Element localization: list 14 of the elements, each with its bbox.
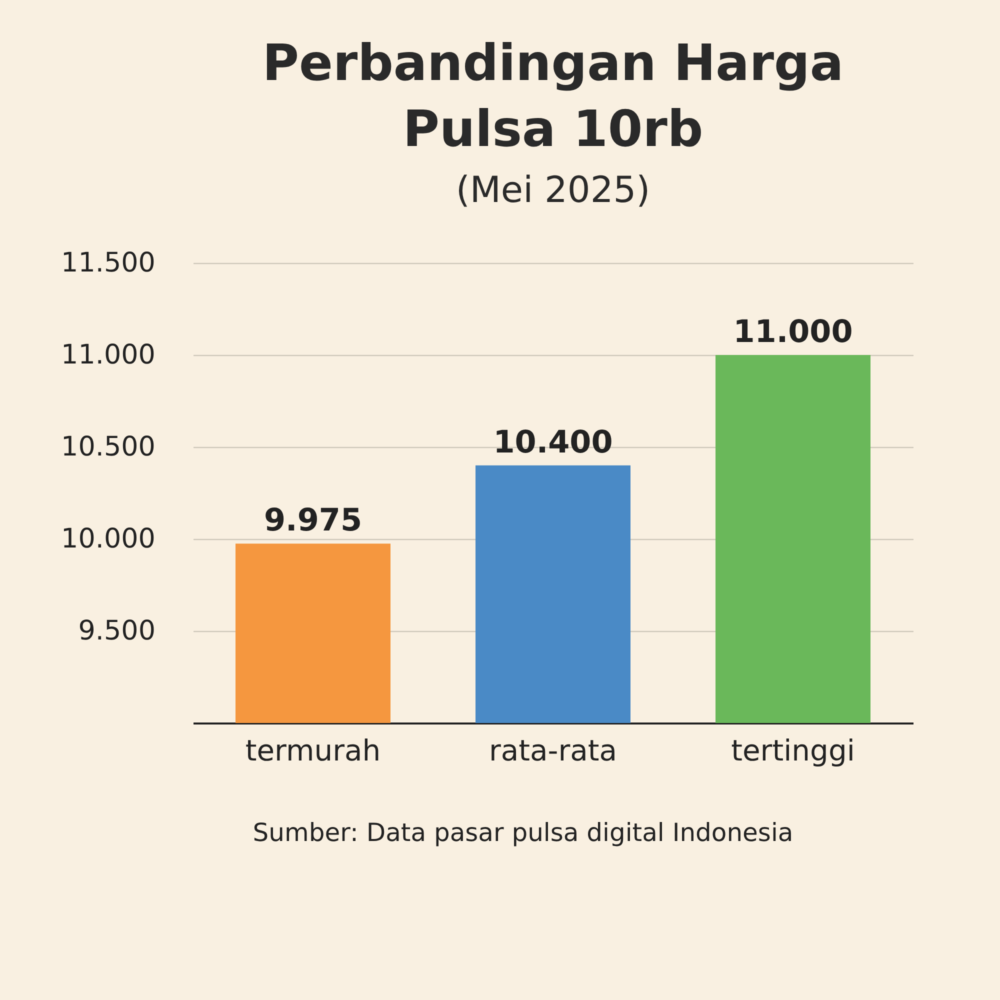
chart-title: Perbandingan Harga Pulsa 10rb [262,34,844,158]
text: Sumber: Data pasar pulsa digital Indonesia [252,818,794,847]
x-tick-label: termurah [245,734,381,768]
y-tick-label: 11.000 [61,340,156,370]
y-tick-label: 10.000 [61,524,156,554]
y-tick-label: 11.500 [61,248,156,278]
data-label: 9.975 [264,502,362,539]
chart-subtitle: (Mei 2025) [456,170,650,211]
data-label: 11.000 [733,314,853,350]
y-tick-label: 10.500 [61,432,156,462]
y-tick-label: 9.500 [78,616,156,646]
data-label: 10.400 [493,424,613,460]
x-tick-label: rata-rata [488,734,618,768]
x-tick-label: tertinggi [731,734,855,768]
